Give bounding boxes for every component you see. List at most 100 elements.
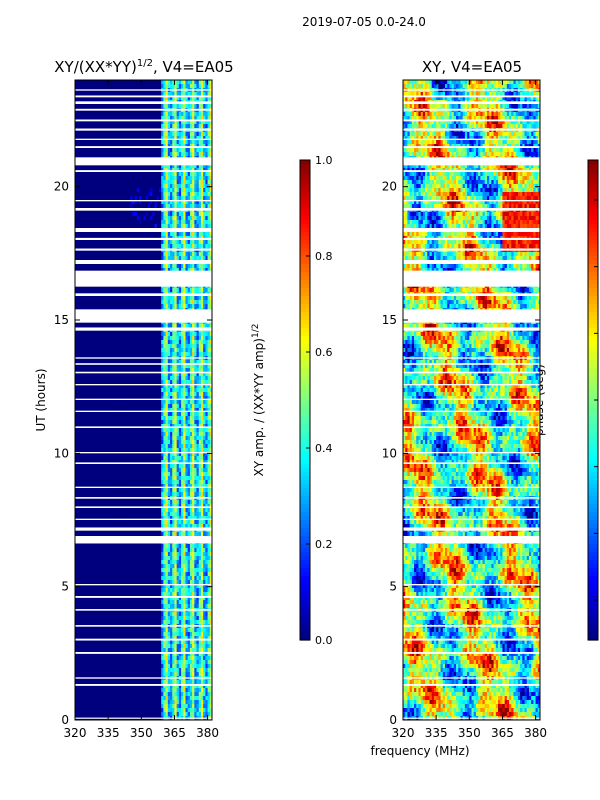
right-gap-band xyxy=(403,119,540,122)
right-xtick-label: 365 xyxy=(491,726,514,740)
left-colorbar-tick-label: 0.2 xyxy=(315,538,333,551)
left-colorbar-tick-label: 0.8 xyxy=(315,250,333,263)
right-gap-band xyxy=(403,170,540,172)
right-ytick-label: 20 xyxy=(382,180,397,194)
right-heatmap-cells xyxy=(403,80,540,720)
right-gap-band xyxy=(403,462,540,464)
right-gap-band xyxy=(403,95,540,98)
left-gap-band xyxy=(75,293,212,296)
left-gap-band xyxy=(75,170,212,172)
left-gap-band xyxy=(75,108,212,111)
right-ytick-label: 0 xyxy=(389,713,397,727)
left-colorbar-label: XY amp. / (XX*YY amp)1/2 xyxy=(251,324,266,477)
right-gap-band xyxy=(403,452,540,454)
right-gap-band xyxy=(403,237,540,240)
right-xtick-label: 320 xyxy=(392,726,415,740)
right-gap-band xyxy=(403,596,540,598)
left-gap-band xyxy=(75,410,212,412)
left-xtick-label: 320 xyxy=(64,726,87,740)
left-colorbar-tick-label: 0.4 xyxy=(315,442,333,455)
left-gap-band xyxy=(75,327,212,331)
right-gap-band xyxy=(403,497,540,499)
right-gap-band xyxy=(403,426,540,428)
left-colorbar-label-main: XY amp. / (XX*YY amp) xyxy=(252,338,266,476)
left-gap-band xyxy=(75,638,212,641)
left-gap-band xyxy=(75,119,212,122)
right-gap-band xyxy=(403,108,540,111)
left-gap-band xyxy=(75,95,212,98)
right-xtick-label: 335 xyxy=(425,726,448,740)
right-gap-band xyxy=(403,506,540,508)
left-gap-band xyxy=(75,652,212,654)
right-gap-band xyxy=(403,357,540,359)
left-title-tail: , V4=EA05 xyxy=(153,58,234,76)
left-panel-title: XY/(XX*YY)1/2, V4=EA05 xyxy=(54,58,233,76)
left-colorbar-label-sup: 1/2 xyxy=(251,324,261,338)
left-colorbar-tick-label: 1.0 xyxy=(315,154,333,167)
right-gap-band xyxy=(403,536,540,544)
right-gap-band xyxy=(403,248,540,251)
right-gap-band xyxy=(403,609,540,611)
left-gap-band xyxy=(75,371,212,374)
right-gap-band xyxy=(403,486,540,488)
left-gap-band xyxy=(75,357,212,359)
left-gap-band xyxy=(75,208,212,211)
right-gap-band xyxy=(403,138,540,140)
left-title-main: XY/(XX*YY) xyxy=(54,58,137,76)
left-ytick-label: 20 xyxy=(54,180,69,194)
left-heatmap-cells xyxy=(75,80,212,720)
right-gap-band xyxy=(403,128,540,131)
right-panel-title: XY, V4=EA05 xyxy=(422,58,522,76)
left-gap-band xyxy=(75,452,212,454)
left-ytick-label: 10 xyxy=(54,446,69,460)
left-xtick-label: 335 xyxy=(97,726,120,740)
right-ytick-label: 10 xyxy=(382,446,397,460)
right-gap-band xyxy=(403,518,540,520)
right-axes-frame xyxy=(402,79,541,721)
left-ylabel: UT (hours) xyxy=(34,368,48,431)
left-gap-band xyxy=(75,596,212,598)
left-gap-band xyxy=(75,101,212,104)
left-xtick-label: 380 xyxy=(196,726,219,740)
left-gap-band xyxy=(75,684,212,686)
left-gap-band xyxy=(75,398,212,400)
right-gap-band xyxy=(403,293,540,296)
left-gap-band xyxy=(75,527,212,531)
left-heatmap-panel: 320 335 350 365 380 0 5 10 15 20 xyxy=(54,79,219,740)
left-gap-band xyxy=(75,486,212,488)
left-gap-band xyxy=(75,146,212,148)
left-ytick-label: 15 xyxy=(54,313,69,327)
right-gap-band xyxy=(403,527,540,531)
right-gap-band xyxy=(403,638,540,641)
right-gap-band xyxy=(403,625,540,627)
right-gap-band xyxy=(403,398,540,400)
right-gap-band xyxy=(403,584,540,586)
left-gap-band xyxy=(75,497,212,499)
left-colorbar-tick-label: 0.6 xyxy=(315,346,333,359)
left-gap-band xyxy=(75,363,212,365)
left-xtick-label: 365 xyxy=(163,726,186,740)
left-gap-band xyxy=(75,138,212,140)
right-gap-band xyxy=(403,652,540,654)
right-gap-band xyxy=(403,200,540,202)
right-gap-band xyxy=(403,410,540,412)
right-gap-band xyxy=(403,146,540,148)
left-gap-band xyxy=(75,248,212,251)
left-gap-band xyxy=(75,536,212,544)
left-gap-band xyxy=(75,384,212,386)
left-gap-band xyxy=(75,677,212,679)
x-axis-label: frequency (MHz) xyxy=(370,744,469,758)
right-gap-band xyxy=(403,101,540,104)
left-gap-band xyxy=(75,506,212,508)
left-axes-frame xyxy=(74,79,213,721)
left-gap-band xyxy=(75,89,212,91)
left-gap-band xyxy=(75,260,212,264)
left-ytick-label: 5 xyxy=(61,580,69,594)
right-gap-band xyxy=(403,371,540,374)
right-heatmap-panel: 320 335 350 365 380 0 5 10 15 20 xyxy=(382,79,547,740)
left-gap-band xyxy=(75,157,212,166)
left-colorbar-frame xyxy=(299,159,311,641)
left-gap-band xyxy=(75,584,212,586)
left-gap-band xyxy=(75,462,212,464)
